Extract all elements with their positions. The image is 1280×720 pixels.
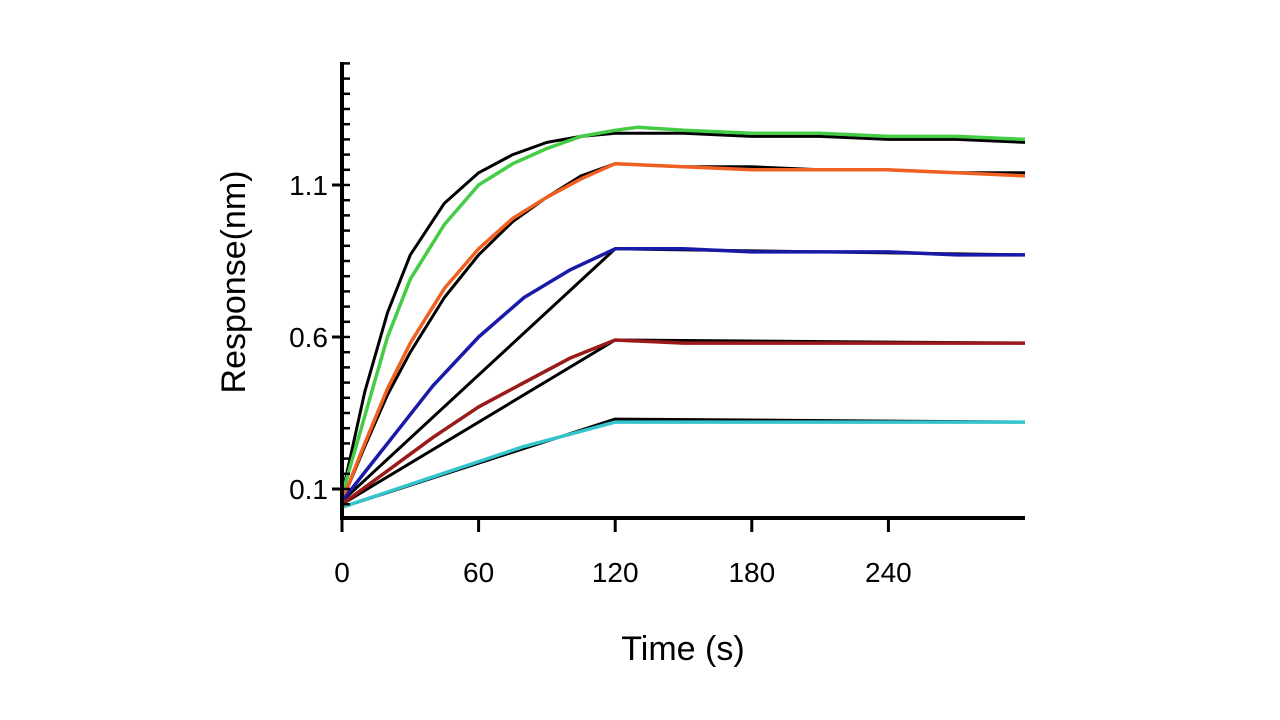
x-ticks-group: 0 60 120 180 240	[334, 518, 912, 588]
fit-curve	[340, 162, 1025, 502]
y-axis-title: Response(nm)	[215, 171, 253, 394]
fit-curve	[340, 131, 1026, 496]
x-tick-label: 120	[592, 557, 639, 588]
y-ticks-group: 0.1 0.6 1.1	[289, 170, 342, 505]
data-series-line	[340, 247, 1025, 503]
fit-curve	[341, 417, 1026, 509]
y-tick-label: 0.1	[289, 474, 328, 505]
x-tick-label: 60	[463, 557, 494, 588]
y-minor-ticks	[342, 62, 350, 506]
data-series-line	[340, 125, 1026, 496]
axes-group	[340, 62, 1025, 520]
data-series-line	[340, 161, 1026, 502]
fit-curves-group	[340, 131, 1026, 509]
data-series-line	[340, 338, 1025, 506]
data-series-line	[341, 420, 1025, 509]
x-tick-label: 240	[865, 557, 912, 588]
y-tick-label: 0.6	[289, 322, 328, 353]
data-series-group	[340, 125, 1026, 509]
x-tick-label: 180	[728, 557, 775, 588]
x-axis-title: Time (s)	[621, 630, 744, 668]
x-tick-label: 0	[334, 557, 350, 588]
y-tick-label: 1.1	[289, 170, 328, 201]
